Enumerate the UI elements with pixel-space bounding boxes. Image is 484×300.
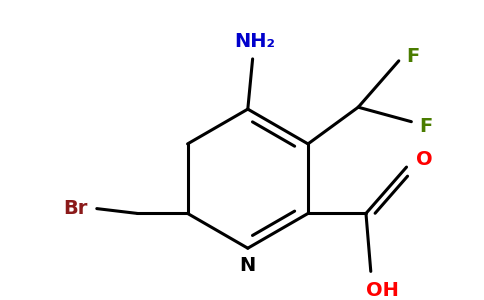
Text: F: F: [407, 46, 420, 65]
Text: O: O: [416, 150, 432, 169]
Text: NH₂: NH₂: [234, 32, 275, 51]
Text: N: N: [240, 256, 256, 275]
Text: F: F: [419, 117, 433, 136]
Text: Br: Br: [63, 199, 88, 218]
Text: OH: OH: [366, 281, 399, 300]
